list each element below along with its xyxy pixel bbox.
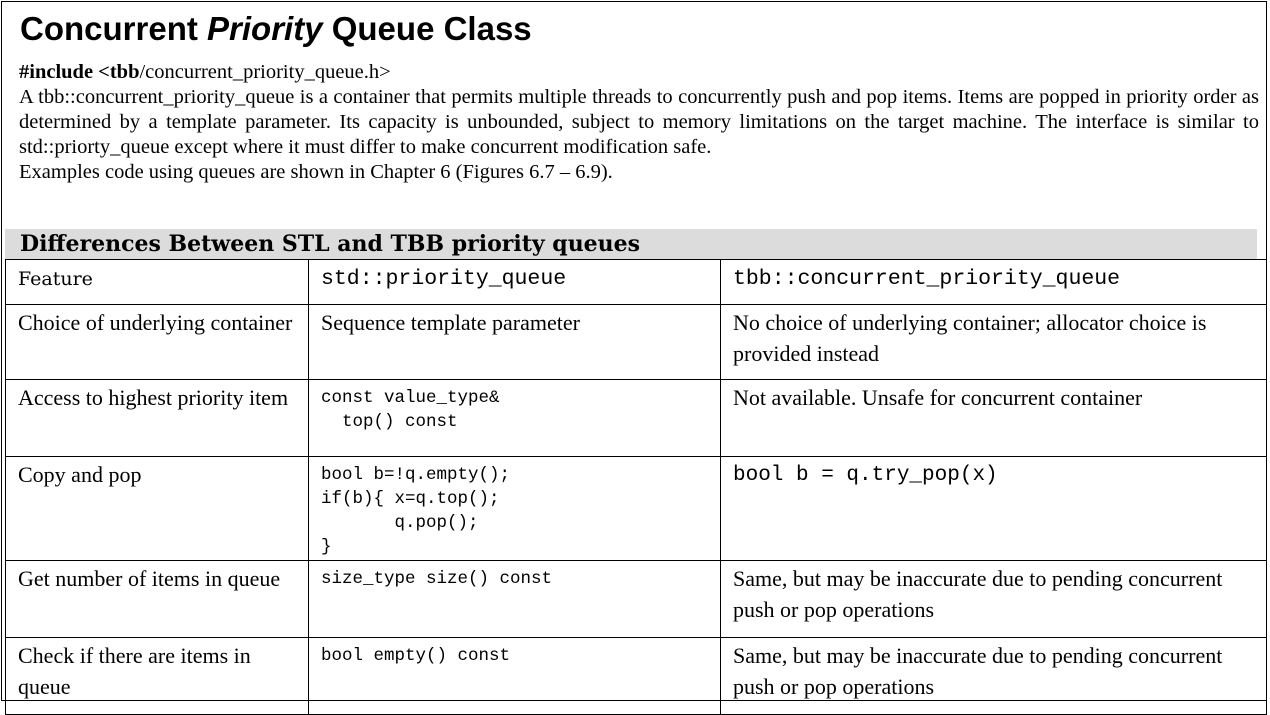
feature-cell: Access to highest priority item (5, 379, 309, 457)
section-header-text: Differences Between STL and TBB priority… (20, 231, 641, 257)
comparison-table: Feature std::priority_queue tbb::concurr… (5, 259, 1267, 715)
title-part-3: Queue Class (322, 10, 532, 47)
title-part-2: Priority (207, 10, 323, 47)
tbb-cell: Not available. Unsafe for concurrent con… (720, 379, 1267, 457)
table-row: Get number of items in queue size_type s… (5, 560, 1267, 638)
section-header: Differences Between STL and TBB priority… (5, 229, 1257, 259)
header-tbb: tbb::concurrent_priority_queue (720, 259, 1267, 305)
feature-cell: Get number of items in queue (5, 560, 309, 638)
feature-cell: Check if there are items in queue (5, 637, 309, 715)
tbb-cell: Same, but may be inaccurate due to pendi… (720, 637, 1267, 715)
feature-cell: Choice of underlying container (5, 304, 309, 380)
include-keyword: #include <tbb (19, 61, 140, 83)
header-feature: Feature (5, 259, 309, 305)
stl-cell: Sequence template parameter (308, 304, 721, 380)
stl-code-cell: bool b=!q.empty(); if(b){ x=q.top(); q.p… (308, 456, 721, 561)
table-row: Choice of underlying container Sequence … (5, 304, 1267, 380)
table-row: Access to highest priority item const va… (5, 379, 1267, 457)
include-line: #include <tbb/concurrent_priority_queue.… (19, 60, 1259, 85)
tbb-code-cell: bool b = q.try_pop(x) (720, 456, 1267, 561)
header-stl: std::priority_queue (308, 259, 721, 305)
class-description: #include <tbb/concurrent_priority_queue.… (19, 60, 1259, 185)
table-header-row: Feature std::priority_queue tbb::concurr… (5, 259, 1267, 305)
include-path: /concurrent_priority_queue.h> (139, 61, 391, 83)
stl-code-cell: const value_type& top() const (308, 379, 721, 457)
page-title: Concurrent Priority Queue Class (20, 4, 532, 54)
tbb-cell: Same, but may be inaccurate due to pendi… (720, 560, 1267, 638)
title-part-1: Concurrent (20, 10, 208, 47)
stl-code-cell: size_type size() const (308, 560, 721, 638)
feature-cell: Copy and pop (5, 456, 309, 561)
tbb-cell: No choice of underlying container; alloc… (720, 304, 1267, 380)
examples-note: Examples code using queues are shown in … (19, 161, 613, 183)
description-paragraph: A tbb::concurrent_priority_queue is a co… (19, 86, 1259, 158)
table-row: Copy and pop bool b=!q.empty(); if(b){ x… (5, 456, 1267, 561)
